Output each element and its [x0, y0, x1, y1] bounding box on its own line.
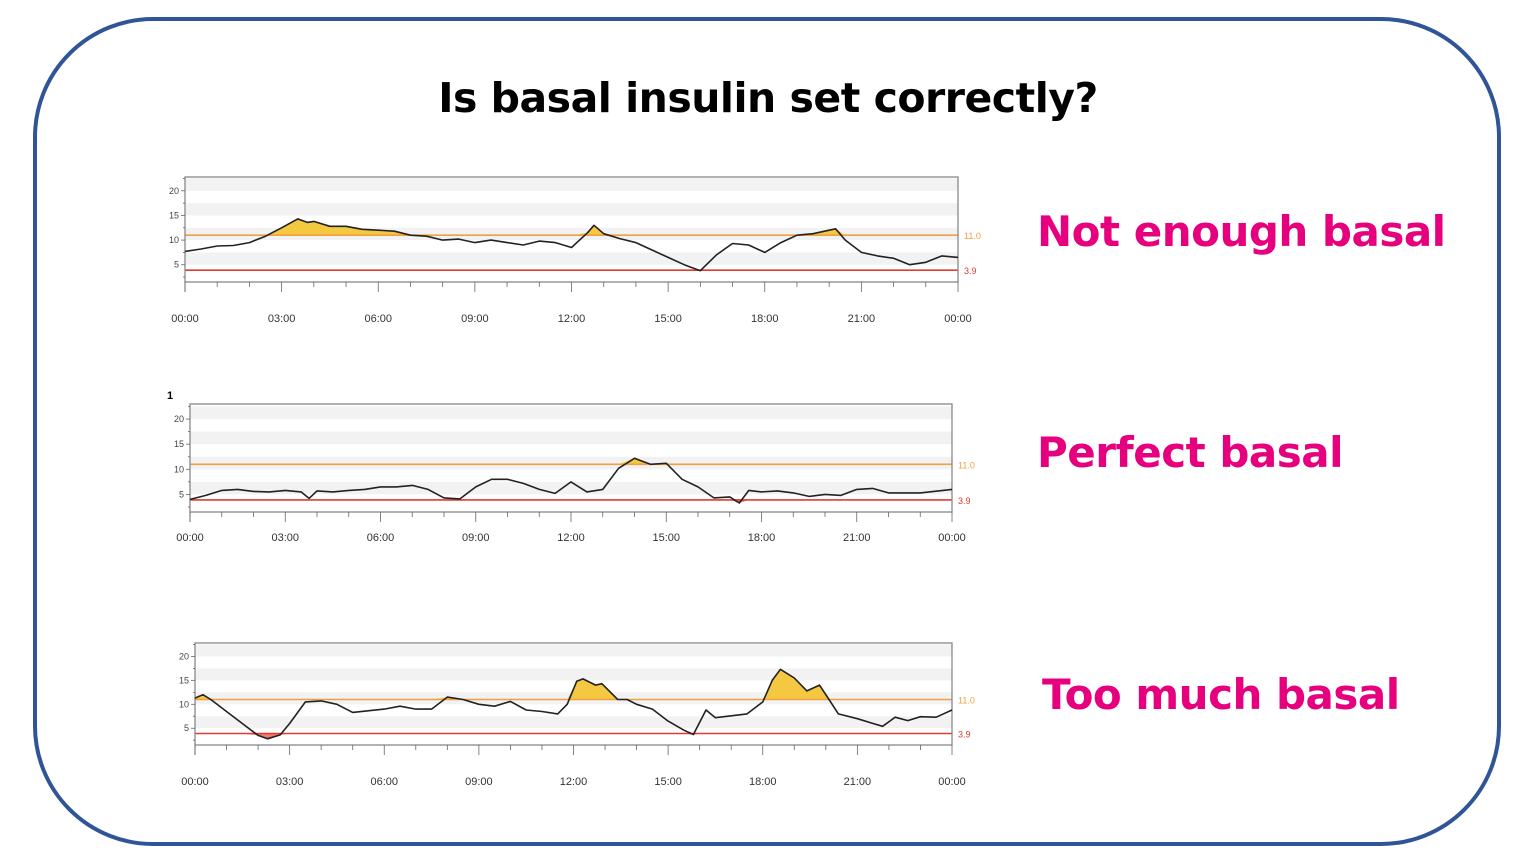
x-tick-label: 09:00 — [462, 532, 490, 544]
x-tick-label: 00:00 — [938, 532, 966, 544]
x-tick-label: 15:00 — [654, 776, 682, 788]
threshold-label: 11.0 — [964, 231, 981, 241]
y-tick-label: 20 — [174, 414, 184, 424]
x-tick-label: 00:00 — [181, 776, 209, 788]
x-tick-label: 12:00 — [557, 532, 585, 544]
x-tick-label: 00:00 — [938, 776, 966, 788]
y-tick-label: 10 — [174, 464, 184, 474]
grid-band — [185, 203, 958, 216]
y-tick-label: 5 — [179, 489, 184, 499]
x-tick-label: 00:00 — [944, 313, 972, 325]
y-tick-label: 5 — [184, 723, 189, 733]
grid-band — [195, 644, 952, 657]
y-tick-label: 20 — [179, 651, 189, 661]
grid-band — [195, 668, 952, 681]
x-tick-label: 00:00 — [171, 313, 199, 325]
x-tick-label: 21:00 — [844, 776, 872, 788]
glucose-trace — [189, 457, 953, 504]
y-tick-label: 5 — [174, 260, 179, 270]
x-tick-label: 21:00 — [843, 532, 871, 544]
chart-1: 11.0 3.9 5 10 15 20 00:00 03:00 06:00 09:00 12:00 1… — [169, 176, 981, 325]
chart-2: 11.0 3.9 5 10 15 20 00:00 03:00 06:00 09:00 12:00 1… — [174, 403, 975, 544]
x-tick-label: 09:00 — [461, 313, 489, 325]
threshold-label: 3.9 — [958, 496, 971, 506]
y-tick-label: 15 — [169, 210, 179, 220]
x-tick-label: 09:00 — [465, 776, 493, 788]
chart-corner-label: 1 — [167, 390, 174, 402]
y-tick-label: 10 — [169, 235, 179, 245]
y-tick-label: 15 — [179, 675, 189, 685]
x-tick-label: 18:00 — [751, 313, 779, 325]
grid-band — [185, 178, 958, 191]
grid-band — [190, 481, 952, 495]
threshold-label: 11.0 — [958, 460, 975, 470]
x-tick-label: 03:00 — [268, 313, 296, 325]
high-area — [195, 669, 952, 700]
threshold-label: 3.9 — [958, 730, 971, 740]
glucose-trace — [194, 668, 953, 740]
y-tick-label: 10 — [179, 699, 189, 709]
grid-band — [190, 431, 952, 445]
y-tick-label: 20 — [169, 186, 179, 196]
grid-band — [190, 406, 952, 420]
threshold-label: 11.0 — [958, 696, 975, 706]
y-tick-label: 15 — [174, 439, 184, 449]
label-not-enough-basal: Not enough basal — [1037, 207, 1446, 256]
x-tick-label: 03:00 — [271, 532, 299, 544]
glucose-trace — [184, 218, 959, 272]
x-tick-label: 15:00 — [652, 532, 680, 544]
x-tick-label: 12:00 — [558, 313, 586, 325]
x-tick-label: 18:00 — [748, 532, 776, 544]
x-tick-label: 21:00 — [848, 313, 876, 325]
x-tick-label: 18:00 — [749, 776, 777, 788]
chart-3: 11.0 3.9 5 10 15 20 00:00 03:00 06:00 09:00 12:00 1… — [179, 642, 975, 788]
x-tick-label: 06:00 — [367, 532, 395, 544]
slide-frame — [33, 17, 1501, 846]
label-perfect-basal: Perfect basal — [1037, 428, 1343, 477]
grid-band — [195, 716, 952, 729]
slide-title: Is basal insulin set correctly? — [438, 74, 1098, 122]
x-tick-label: 15:00 — [654, 313, 682, 325]
high-area — [185, 218, 958, 236]
x-tick-label: 06:00 — [370, 776, 398, 788]
x-tick-label: 00:00 — [176, 532, 204, 544]
threshold-label: 3.9 — [964, 266, 977, 276]
x-tick-label: 12:00 — [560, 776, 588, 788]
x-tick-label: 03:00 — [276, 776, 304, 788]
grid-band — [185, 252, 958, 265]
grid-band — [190, 456, 952, 470]
x-tick-label: 06:00 — [364, 313, 392, 325]
label-too-much-basal: Too much basal — [1042, 670, 1400, 719]
